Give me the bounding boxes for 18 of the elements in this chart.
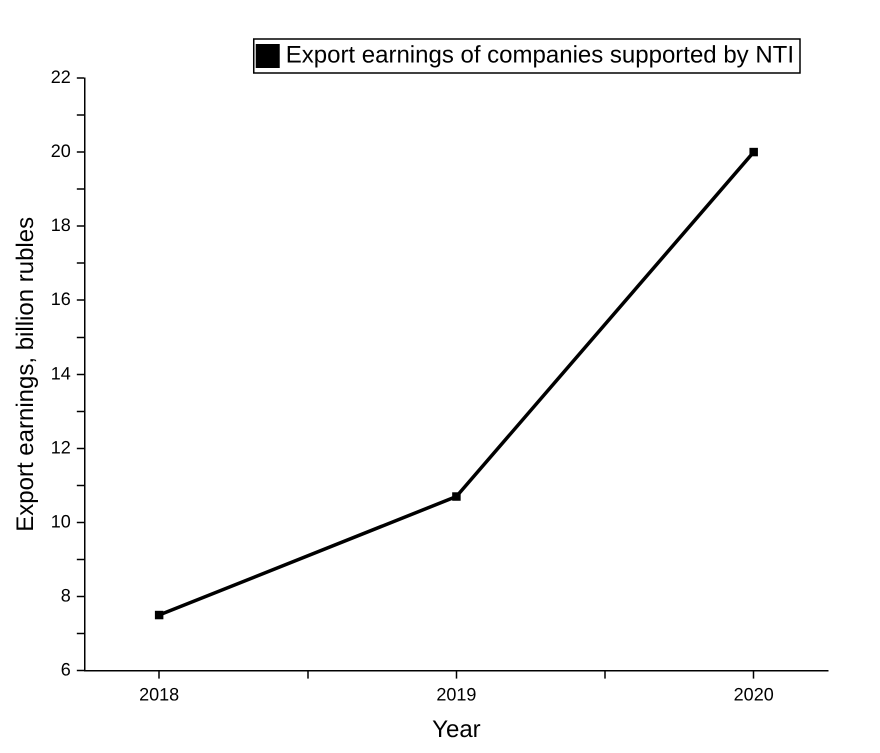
y-tick-label: 10 bbox=[50, 511, 71, 532]
x-tick-label: 2018 bbox=[139, 684, 180, 704]
x-tick-label: 2020 bbox=[734, 684, 774, 704]
y-tick-label: 22 bbox=[50, 66, 71, 87]
point bbox=[154, 610, 164, 620]
y-tick-label: 8 bbox=[60, 585, 71, 606]
y-tick-label: 20 bbox=[50, 141, 71, 162]
legend-label: Export earnings of companies supported by NTI bbox=[286, 42, 794, 69]
point bbox=[749, 148, 758, 156]
y-tick-label: 18 bbox=[50, 215, 71, 236]
point bbox=[452, 492, 461, 501]
y-axis-title: Export earnings, billion rubles bbox=[12, 216, 40, 532]
x-axis-title: Year bbox=[432, 716, 481, 744]
y-tick-label: 6 bbox=[60, 660, 71, 680]
y-tick-label: 12 bbox=[50, 437, 71, 458]
x-tick-label: 2019 bbox=[436, 684, 476, 704]
y-tick-label: 14 bbox=[50, 363, 71, 384]
y-tick-label: 16 bbox=[50, 289, 71, 310]
